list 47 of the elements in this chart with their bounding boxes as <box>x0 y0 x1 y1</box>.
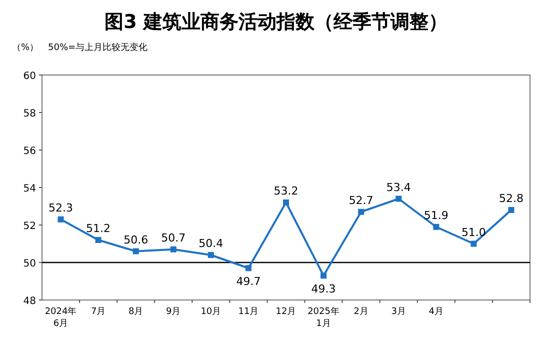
point <box>508 207 514 213</box>
y-axis-title: （%） <box>12 43 39 53</box>
data-label: 53.2 <box>274 184 298 198</box>
text: 50%=与上月比较无变化 <box>48 42 148 53</box>
data-label: 52.7 <box>348 194 374 207</box>
y-tick-label: 52 <box>23 221 36 232</box>
x-tick-label: 7月 <box>90 307 106 317</box>
data-label: 51.9 <box>424 208 448 222</box>
x-tick-label: 11月 <box>238 307 259 317</box>
x-tick-label: 4月 <box>428 307 444 317</box>
data-label: 50.4 <box>198 237 224 250</box>
y-tick-label: 54 <box>23 184 36 194</box>
data-label: 52.8 <box>498 192 524 205</box>
data-label: 50.6 <box>124 233 148 246</box>
data-label: 49.3 <box>311 282 336 296</box>
point <box>58 216 64 222</box>
x-tick-label: 2月 <box>354 307 368 317</box>
point <box>283 200 289 206</box>
data-label: 53.4 <box>386 180 411 194</box>
y-tick-label: 60 <box>23 71 36 82</box>
x-tick-label: 2025年 1月 <box>308 306 340 329</box>
point <box>396 196 402 202</box>
point <box>208 252 214 258</box>
x-tick-label: 12月 <box>276 307 296 317</box>
x-tick-label: 8月 <box>128 307 144 317</box>
data-label: 52.3 <box>48 201 74 214</box>
point <box>470 240 477 247</box>
x-tick-label: 10月 <box>200 307 222 317</box>
point <box>358 208 364 215</box>
point <box>95 237 102 243</box>
y-tick-label: 48 <box>23 296 36 307</box>
x-tick-label: 3月 <box>391 307 406 317</box>
chart-title: 图3 建筑业商务活动指数（经季节调整） <box>104 11 448 33</box>
point <box>245 265 252 272</box>
y-tick-label: 50 <box>23 258 36 270</box>
y-tick-label: 58 <box>23 108 36 120</box>
point <box>170 246 176 252</box>
point <box>320 272 327 279</box>
y-tick-label: 56 <box>23 146 36 157</box>
data-label: 51.2 <box>86 222 111 235</box>
x-tick-label: 2024年 6月 <box>44 306 77 329</box>
data-label: 50.7 <box>161 231 186 244</box>
x-tick-label: 9月 <box>166 307 181 317</box>
point <box>132 248 139 254</box>
point <box>433 224 440 230</box>
data-label: 51.0 <box>461 226 486 239</box>
data-label: 49.7 <box>236 275 261 288</box>
